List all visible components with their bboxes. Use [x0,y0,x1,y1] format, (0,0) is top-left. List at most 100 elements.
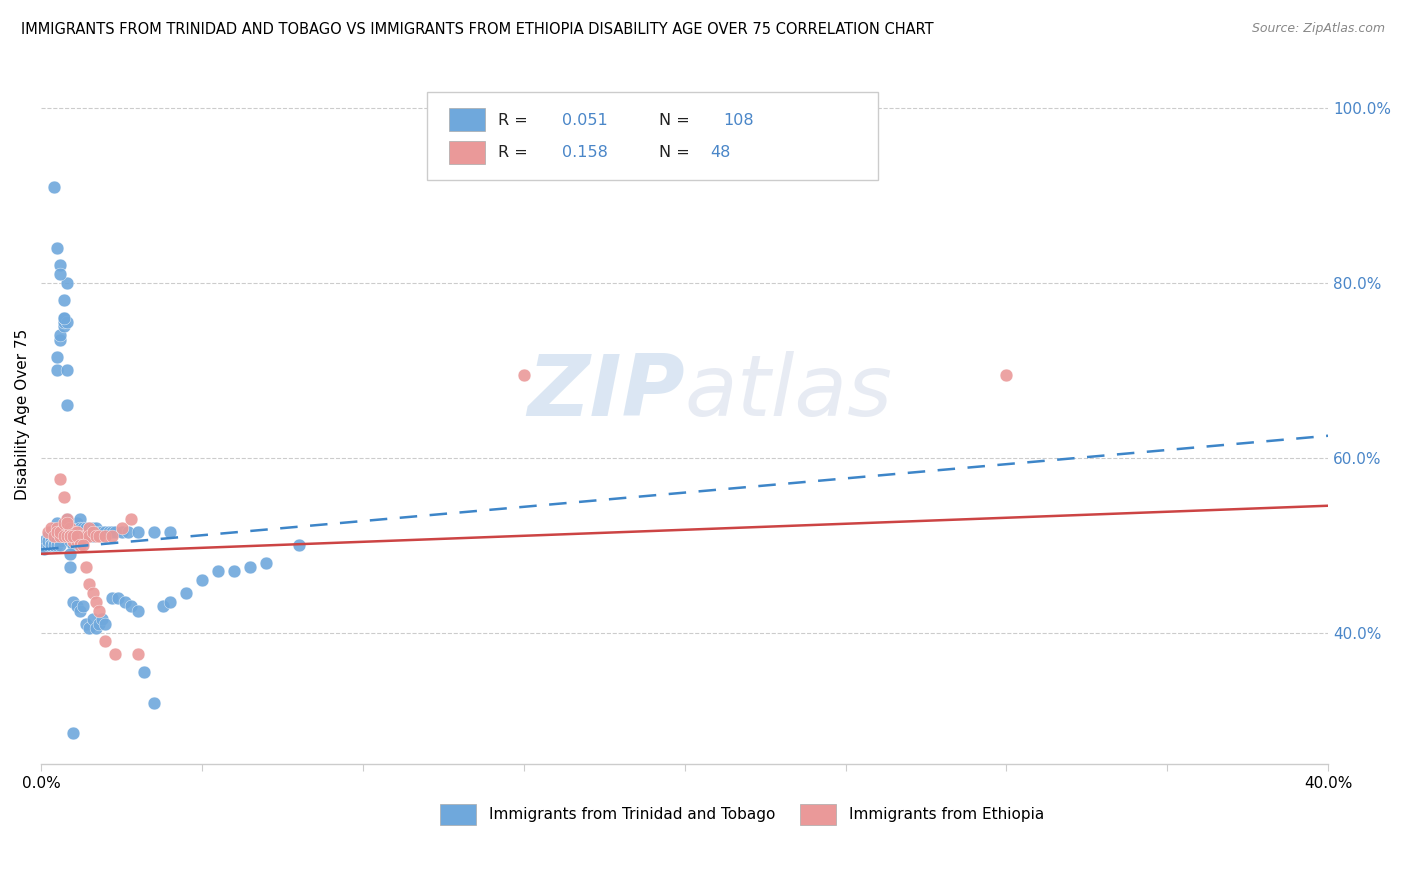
Point [56,516,79,531]
Point [62,595,84,609]
Point [62,726,84,740]
Point [84,595,107,609]
Point [39,538,62,552]
Point [62,524,84,539]
Point [94,524,117,539]
Point [42,538,65,552]
Point [46,529,69,543]
Point [42,529,65,543]
Point [46,533,69,548]
Point [62,533,84,548]
Text: Immigrants from Ethiopia: Immigrants from Ethiopia [849,806,1045,822]
Point [62,533,84,548]
Point [52,310,75,325]
Point [65,529,87,543]
Point [91,524,114,539]
Point [120,512,142,526]
Point [142,524,165,539]
Point [42,179,65,194]
Point [52,529,75,543]
Point [49,473,72,487]
Text: 48: 48 [710,145,731,161]
Point [65,516,87,531]
Point [52,520,75,534]
FancyBboxPatch shape [427,92,877,179]
Point [56,315,79,329]
Point [49,267,72,281]
Point [239,560,262,574]
Point [79,529,101,543]
Point [104,524,127,539]
Point [224,564,246,578]
Point [42,524,65,539]
Text: atlas: atlas [685,351,893,434]
Point [69,538,91,552]
Point [84,621,107,635]
Text: ZIP: ZIP [527,351,685,434]
Point [75,520,97,534]
Point [56,512,79,526]
Point [39,529,62,543]
Point [56,363,79,377]
Point [52,310,75,325]
Point [52,315,75,329]
Point [87,529,110,543]
Point [49,328,72,343]
Point [110,520,132,534]
Point [65,533,87,548]
Point [97,524,120,539]
Point [39,520,62,534]
Text: 0.051: 0.051 [562,112,609,128]
Point [69,529,91,543]
Point [101,591,124,605]
Point [34,542,56,557]
Point [82,586,104,600]
Point [142,696,165,710]
Point [49,533,72,548]
Point [72,529,94,543]
Point [117,524,139,539]
Point [49,333,72,347]
Point [114,595,136,609]
Point [94,634,117,648]
Point [82,529,104,543]
Point [37,533,59,548]
Point [42,533,65,548]
Point [101,524,124,539]
Point [174,586,197,600]
Point [87,604,110,618]
Point [49,524,72,539]
Point [91,612,114,626]
Text: R =: R = [498,112,533,128]
Point [56,512,79,526]
Point [49,524,72,539]
Point [34,533,56,548]
Point [65,599,87,614]
Point [79,577,101,591]
Point [69,512,91,526]
Point [42,533,65,548]
Text: N =: N = [659,112,695,128]
Text: Immigrants from Trinidad and Tobago: Immigrants from Trinidad and Tobago [489,806,775,822]
Point [65,529,87,543]
Text: 0.158: 0.158 [562,145,609,161]
Point [101,529,124,543]
Point [49,529,72,543]
Point [127,604,149,618]
Point [207,564,229,578]
Point [52,490,75,504]
Point [59,547,82,561]
Point [49,258,72,272]
Point [107,591,129,605]
Point [52,319,75,334]
Point [82,524,104,539]
Point [72,538,94,552]
Point [995,368,1018,382]
Point [69,533,91,548]
Point [65,533,87,548]
FancyBboxPatch shape [449,108,485,131]
Point [191,573,214,587]
Point [56,398,79,412]
Point [159,524,181,539]
Point [62,529,84,543]
